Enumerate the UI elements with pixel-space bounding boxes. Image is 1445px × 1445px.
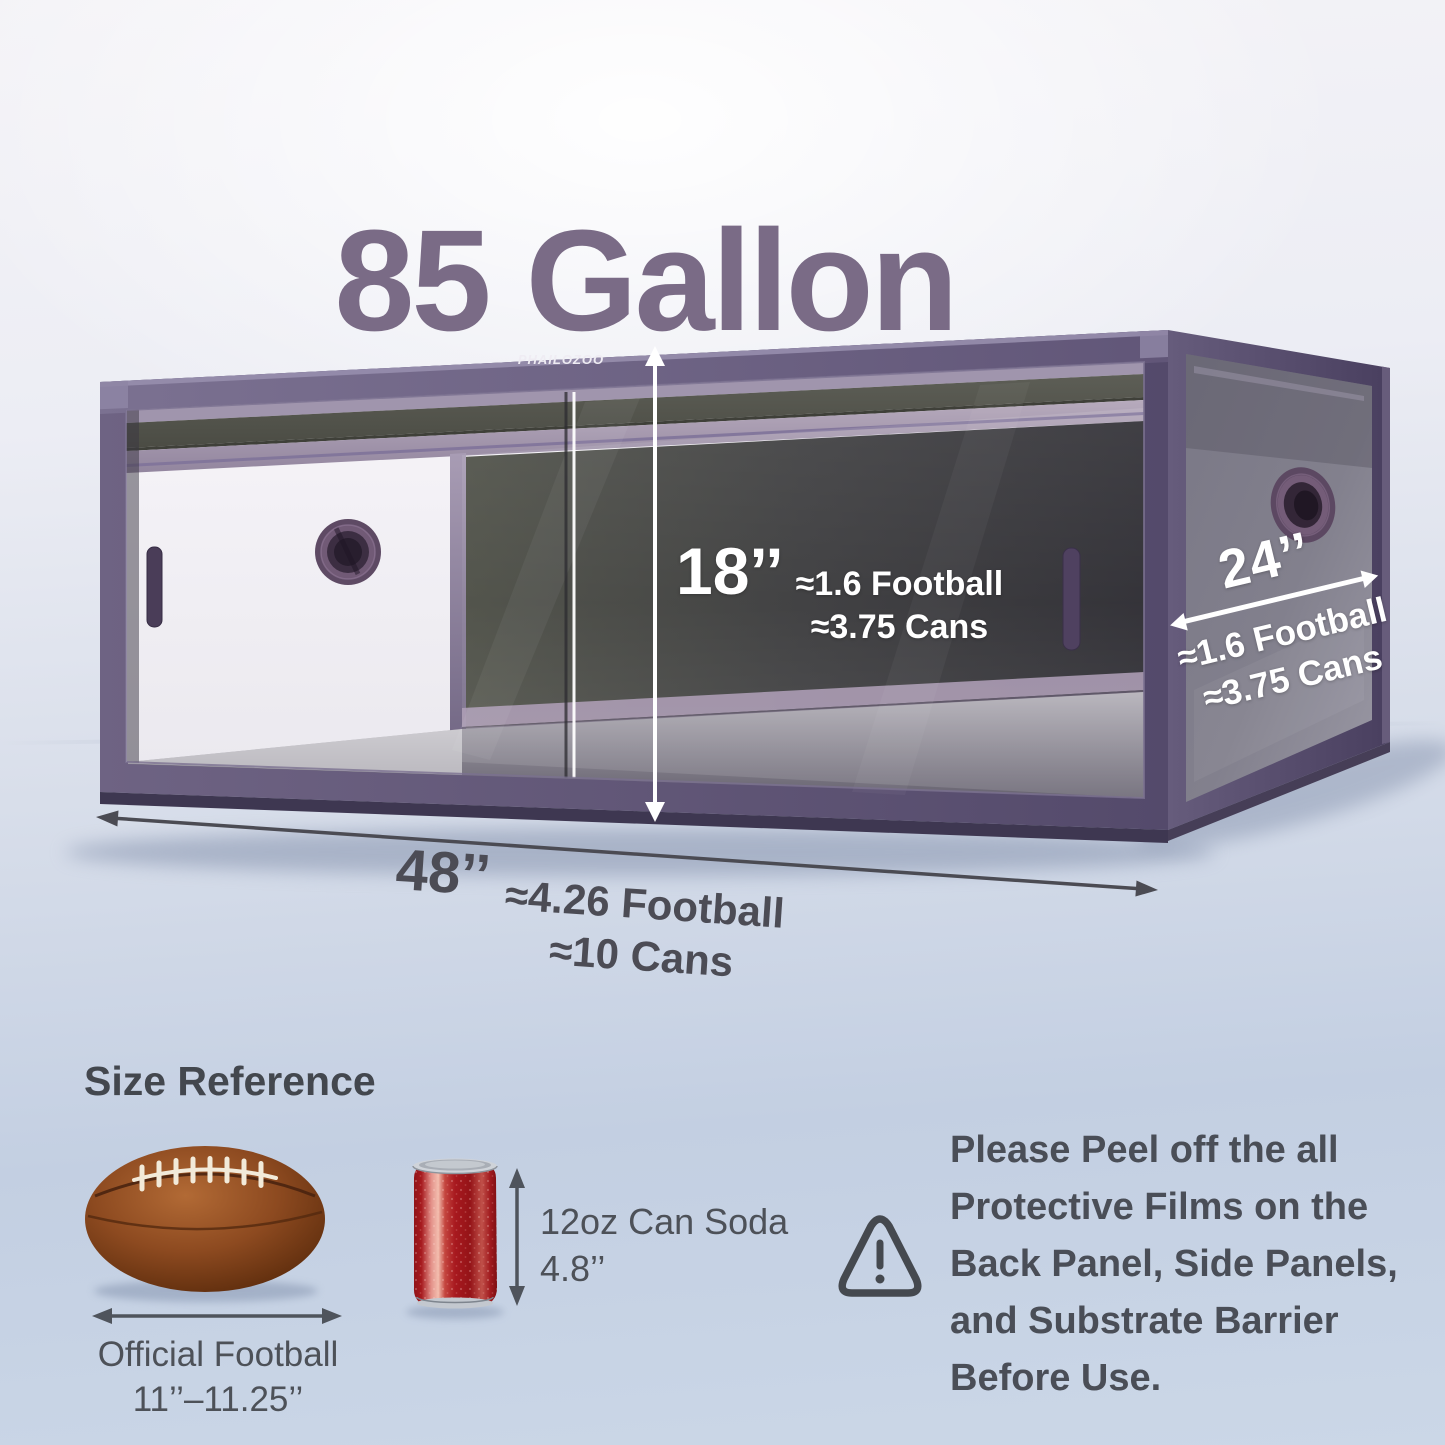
warning-line: Protective Films on the bbox=[950, 1186, 1369, 1228]
page-title: 85 Gallon bbox=[334, 200, 958, 361]
door-handle-right bbox=[1062, 547, 1081, 651]
ceiling-rails bbox=[126, 400, 1144, 473]
football-label-text: Official Football bbox=[97, 1335, 339, 1374]
height-value: 18’’ bbox=[676, 534, 784, 608]
size-reference-heading: Size Reference bbox=[84, 1058, 376, 1104]
height-arrow bbox=[645, 346, 665, 822]
can-label: 12oz Can Soda 4.8’’ bbox=[540, 1198, 788, 1292]
terrarium-side-face bbox=[1168, 330, 1390, 830]
ceiling-lip bbox=[126, 362, 1144, 423]
football-size-text: 11’’–11.25’’ bbox=[132, 1380, 304, 1419]
football-label: Official Football 11’’–11.25’’ bbox=[86, 1332, 350, 1422]
football-illustration bbox=[85, 1146, 325, 1302]
warning-text: Please Peel off the all Protective Films… bbox=[950, 1122, 1420, 1407]
width-arrow bbox=[96, 810, 1158, 897]
can-height-arrow bbox=[509, 1168, 525, 1306]
warning-line: Before Use. bbox=[950, 1357, 1162, 1399]
width-dimension-label: 48’’ ≈4.26 Football ≈10 Cans bbox=[390, 837, 788, 992]
front-glass-sheen bbox=[462, 408, 1144, 798]
warning-line: Back Panel, Side Panels, bbox=[950, 1243, 1398, 1285]
top-frame-band bbox=[100, 330, 1168, 414]
mesh-top bbox=[126, 374, 1144, 448]
can-label-text: 12oz Can Soda bbox=[540, 1201, 789, 1242]
side-glass bbox=[1186, 354, 1372, 802]
brand-logo: PHAILOZOO bbox=[517, 352, 605, 367]
base-lip bbox=[100, 792, 1168, 843]
soda-can-illustration bbox=[406, 1158, 504, 1319]
warning-line: Please Peel off the all bbox=[950, 1129, 1339, 1171]
warning-line: and Substrate Barrier bbox=[950, 1300, 1339, 1342]
side-cable-port bbox=[1270, 467, 1336, 543]
height-cans-equivalent: ≈3.75 Cans bbox=[810, 608, 989, 646]
tank-shadow bbox=[65, 828, 1215, 876]
football-width-arrow bbox=[92, 1308, 342, 1324]
warning-icon bbox=[838, 1215, 922, 1297]
height-dimension-label: 18’’ ≈1.6 Football ≈3.75 Cans bbox=[676, 538, 1003, 649]
door-handle-left bbox=[146, 546, 163, 628]
width-value: 48’’ bbox=[393, 837, 493, 909]
can-size-text: 4.8’’ bbox=[540, 1248, 606, 1289]
front-cable-port bbox=[315, 519, 381, 585]
height-football-equivalent: ≈1.6 Football bbox=[795, 565, 1004, 603]
terrarium-front-face bbox=[100, 330, 1390, 843]
